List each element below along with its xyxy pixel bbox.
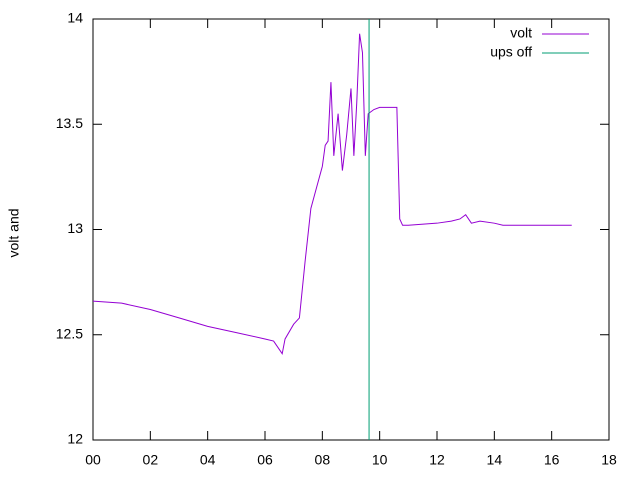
x-tick-label: 04: [200, 452, 216, 468]
x-tick-label: 08: [315, 452, 331, 468]
x-tick-label: 10: [372, 452, 388, 468]
y-tick-label: 12.5: [56, 325, 83, 341]
y-tick-label: 14: [67, 10, 83, 26]
x-tick-label: 06: [257, 452, 273, 468]
x-tick-label: 02: [143, 452, 159, 468]
legend-label: volt: [510, 25, 532, 41]
y-tick-label: 12: [67, 431, 83, 447]
x-tick-label: 18: [601, 452, 617, 468]
x-tick-label: 00: [85, 452, 101, 468]
y-tick-label: 13.5: [56, 115, 83, 131]
x-tick-label: 14: [487, 452, 503, 468]
y-tick-label: 13: [67, 220, 83, 236]
legend-label: ups off: [490, 44, 532, 60]
y-axis-label: volt and: [6, 208, 22, 257]
plot-frame: [92, 18, 610, 441]
x-tick-label: 16: [544, 452, 560, 468]
x-tick-label: 12: [429, 452, 445, 468]
series-line: [92, 33, 572, 355]
